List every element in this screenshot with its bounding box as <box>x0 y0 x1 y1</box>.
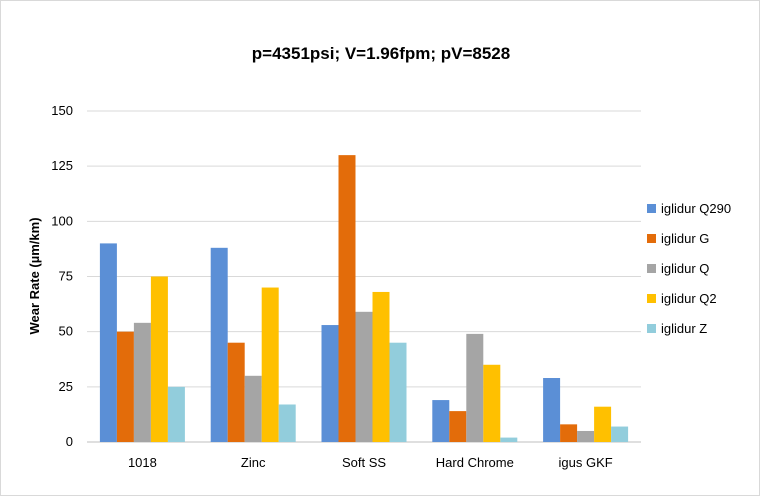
bar-iglidur-q290-1018 <box>99 243 117 442</box>
y-tick-label: 100 <box>51 213 73 228</box>
bar-iglidur-z-hard-chrome <box>500 437 518 442</box>
legend-label: iglidur Q290 <box>661 201 731 216</box>
legend-label: iglidur G <box>661 231 709 246</box>
bar-iglidur-g-1018 <box>116 331 134 442</box>
bar-iglidur-q-zinc <box>244 375 262 442</box>
bar-iglidur-g-soft-ss <box>338 155 356 442</box>
bar-iglidur-q290-igus-gkf <box>543 378 561 442</box>
x-tick-label: Hard Chrome <box>436 455 514 470</box>
bar-iglidur-q2-hard-chrome <box>483 364 501 442</box>
bar-iglidur-z-igus-gkf <box>611 426 629 442</box>
bar-iglidur-q2-igus-gkf <box>594 406 612 442</box>
y-tick-label: 125 <box>51 158 73 173</box>
bar-iglidur-q-soft-ss <box>355 311 373 442</box>
chart-title: p=4351psi; V=1.96fpm; pV=8528 <box>252 44 510 63</box>
bar-iglidur-q290-soft-ss <box>321 325 339 442</box>
bar-iglidur-q-1018 <box>133 322 151 442</box>
bar-iglidur-z-1018 <box>167 386 185 442</box>
y-tick-label: 0 <box>66 434 73 449</box>
bar-iglidur-q290-zinc <box>210 247 228 442</box>
legend-swatch <box>647 264 656 273</box>
y-tick-label: 150 <box>51 103 73 118</box>
bar-iglidur-z-zinc <box>278 404 296 442</box>
legend-label: iglidur Q2 <box>661 291 717 306</box>
x-tick-label: Zinc <box>241 455 266 470</box>
bar-iglidur-z-soft-ss <box>389 342 407 442</box>
legend-swatch <box>647 294 656 303</box>
bar-iglidur-q-igus-gkf <box>577 430 595 442</box>
bar-iglidur-q2-zinc <box>261 287 279 442</box>
y-tick-label: 25 <box>59 379 73 394</box>
y-tick-label: 75 <box>59 269 73 284</box>
x-tick-label: igus GKF <box>559 455 613 470</box>
bar-iglidur-q-hard-chrome <box>466 333 484 442</box>
bar-iglidur-q2-soft-ss <box>372 291 390 442</box>
legend-swatch <box>647 204 656 213</box>
y-axis-label: Wear Rate (µm/km) <box>27 217 42 334</box>
legend-swatch <box>647 324 656 333</box>
legend-label: iglidur Z <box>661 321 707 336</box>
legend-label: iglidur Q <box>661 261 709 276</box>
bar-iglidur-g-igus-gkf <box>560 424 578 442</box>
x-tick-label: 1018 <box>128 455 157 470</box>
x-tick-label: Soft SS <box>342 455 386 470</box>
bar-iglidur-q2-1018 <box>150 276 168 442</box>
bar-iglidur-q290-hard-chrome <box>432 400 450 442</box>
bar-iglidur-g-zinc <box>227 342 245 442</box>
bar-iglidur-g-hard-chrome <box>449 411 467 442</box>
y-tick-label: 50 <box>59 324 73 339</box>
legend-swatch <box>647 234 656 243</box>
